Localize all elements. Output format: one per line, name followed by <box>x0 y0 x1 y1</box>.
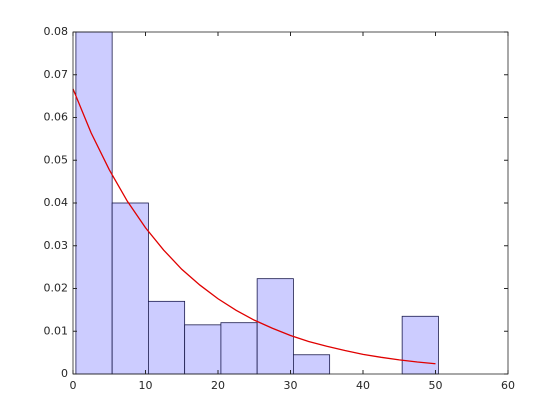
y-tick-label: 0.01 <box>44 324 69 337</box>
bar <box>292 354 331 375</box>
bar <box>147 300 186 375</box>
bar <box>401 315 439 375</box>
y-tick-label: 0.06 <box>44 111 69 124</box>
x-tick-label: 50 <box>429 379 443 392</box>
y-tick-label: 0.07 <box>44 68 69 81</box>
x-tick-label: 60 <box>501 379 515 392</box>
x-tick-label: 30 <box>284 379 298 392</box>
y-tick-label: 0.03 <box>44 239 69 252</box>
y-tick-label: 0.05 <box>44 153 69 166</box>
y-tick-label: 0.02 <box>44 282 69 295</box>
y-tick-label: 0.08 <box>44 25 69 38</box>
fit-curve <box>72 88 436 365</box>
x-tick-label: 20 <box>211 379 225 392</box>
x-tick-label: 10 <box>139 379 153 392</box>
bar <box>256 278 294 375</box>
x-tick-label: 0 <box>70 379 77 392</box>
y-tick-label: 0 <box>61 367 68 380</box>
bar <box>111 202 149 375</box>
bar <box>220 322 258 375</box>
x-tick-label: 40 <box>356 379 370 392</box>
bar <box>184 324 222 375</box>
y-tick-label: 0.04 <box>44 196 69 209</box>
bar <box>75 31 113 375</box>
